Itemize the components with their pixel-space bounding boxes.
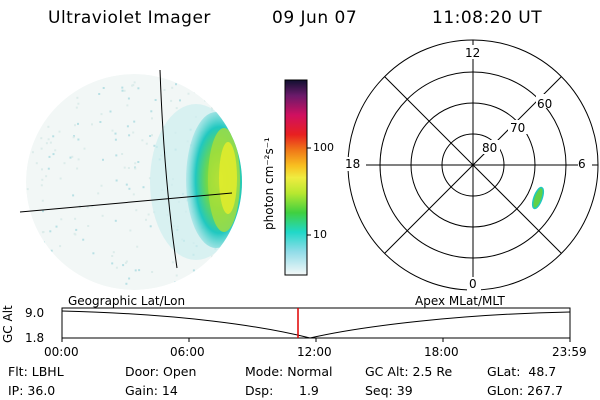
timeline-right-title: Apex MLat/MLT <box>415 294 505 308</box>
xtick-12-00: 12:00 <box>297 345 332 359</box>
date-label: 09 Jun 07 <box>272 8 358 28</box>
ip-status: IP: 36.0 <box>8 383 56 398</box>
altitude-timeline <box>61 307 571 342</box>
longitude-line <box>159 69 178 269</box>
time-label: 11:08:20 UT <box>432 8 543 28</box>
lat-80-label: 80 <box>482 141 498 155</box>
xtick-18-00: 18:00 <box>424 345 459 359</box>
glon-status: GLon: 267.7 <box>487 383 563 398</box>
colorbar <box>284 79 311 276</box>
altitude-curve <box>61 310 571 339</box>
colorbar-tick-10: 10 <box>313 228 327 241</box>
gain-status: Gain: 14 <box>125 383 178 398</box>
filter-status: Flt: LBHL <box>8 364 64 379</box>
timeline-y-label: GC Alt <box>1 305 15 343</box>
timeline-ytick-9: 9.0 <box>25 306 45 320</box>
lat-60-label: 60 <box>537 97 553 111</box>
dsp-label: Dsp: <box>245 383 274 398</box>
auroral-spot <box>531 186 545 210</box>
glat-status: GLat: 48.7 <box>487 364 557 379</box>
mlt-18-label: 18 <box>345 157 361 171</box>
mode-status: Mode: Normal <box>245 364 333 379</box>
mlt-0-label: 0 <box>469 277 477 291</box>
gc-alt-status: GC Alt: 2.5 Re <box>365 364 453 379</box>
latitude-line <box>19 192 233 213</box>
colorbar-tick-100: 100 <box>313 141 334 154</box>
mlt-12-label: 12 <box>465 46 481 60</box>
timeline-left-title: Geographic Lat/Lon <box>68 294 186 308</box>
xtick-06-00: 06:00 <box>170 345 205 359</box>
xtick-23-59: 23:59 <box>552 345 587 359</box>
xtick-00-00: 00:00 <box>44 345 79 359</box>
instrument-title: Ultraviolet Imager <box>48 8 211 28</box>
timeline-ytick-1-8: 1.8 <box>25 331 45 345</box>
door-status: Door: Open <box>125 364 197 379</box>
mlt-6-label: 6 <box>578 157 586 171</box>
dsp-value: 1.9 <box>299 383 319 398</box>
lat-70-label: 70 <box>510 121 526 135</box>
seq-status: Seq: 39 <box>365 383 413 398</box>
auroral-image <box>19 69 242 290</box>
polar-plot <box>344 39 599 291</box>
